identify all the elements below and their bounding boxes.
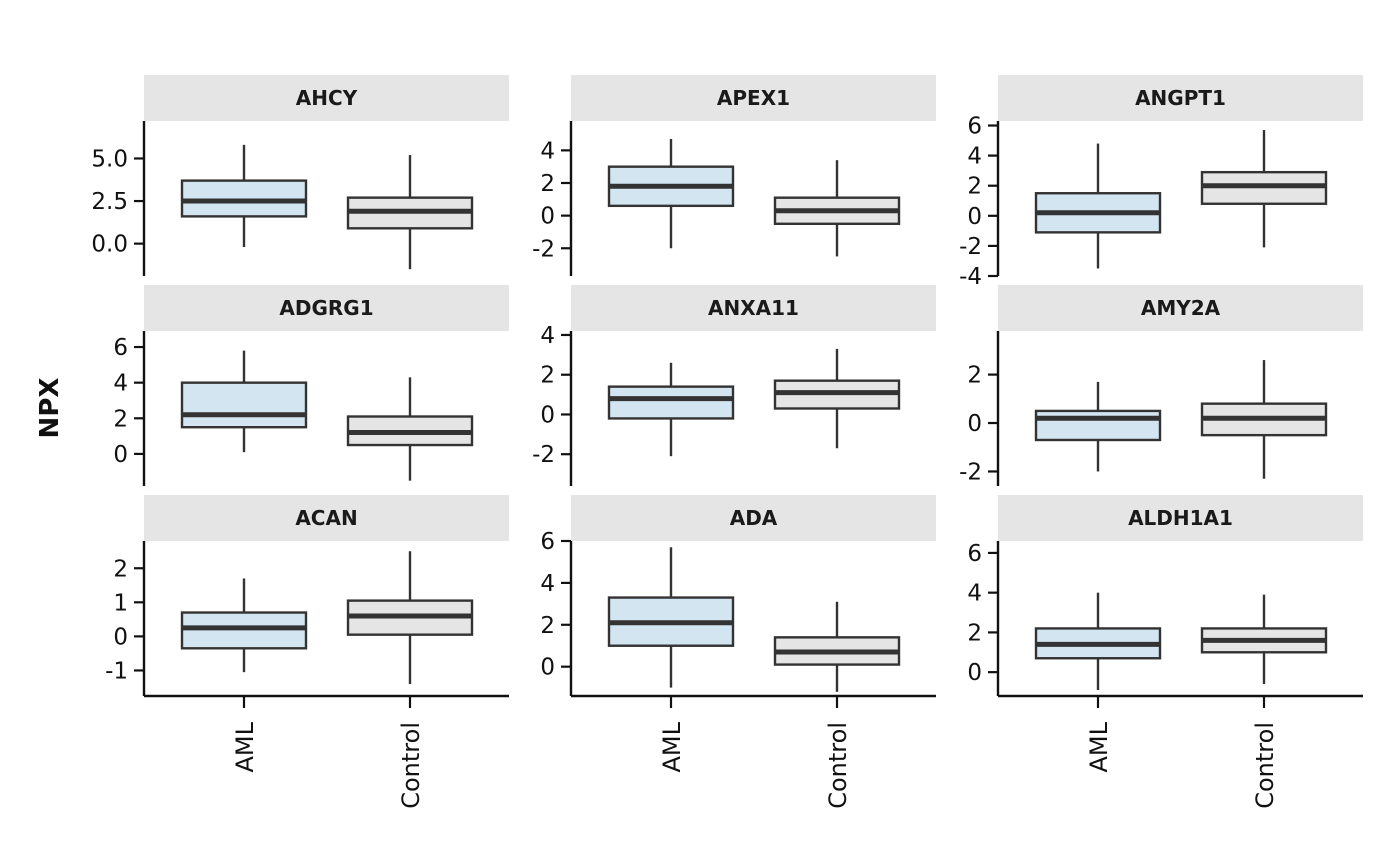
y-tick-label: 2 bbox=[540, 171, 555, 197]
y-tick-label: 6 bbox=[967, 541, 982, 567]
x-tick-label-aml: AML bbox=[658, 721, 686, 772]
y-tick-label: 6 bbox=[967, 114, 982, 140]
y-tick-label: 2 bbox=[540, 363, 555, 389]
strip-label: ADGRG1 bbox=[279, 296, 373, 320]
box-aml bbox=[1034, 409, 1162, 442]
y-tick-label: 2 bbox=[113, 556, 128, 582]
y-tick-label: 5.0 bbox=[91, 146, 128, 172]
y-tick-label: 0.0 bbox=[91, 232, 128, 258]
panel-acan: ACAN -1 0 1 2 AML Control bbox=[105, 495, 509, 809]
y-tick-label: 0 bbox=[967, 411, 982, 437]
facet-panels: AHCY0.02.55.0APEX1-2024ANGPT1-4-20246ADG… bbox=[91, 75, 1363, 809]
y-tick-label: -1 bbox=[105, 658, 128, 684]
strip-background bbox=[571, 75, 936, 121]
strip-label: ADA bbox=[730, 506, 778, 530]
y-tick-label: 4 bbox=[540, 571, 555, 597]
y-tick-label: 4 bbox=[967, 581, 982, 607]
y-tick-label: 0 bbox=[113, 442, 128, 468]
y-tick-label: 6 bbox=[113, 335, 128, 361]
panel-aldh1a1: ALDH1A1 0 2 4 6 AML Control bbox=[967, 495, 1363, 809]
y-tick-label: 2 bbox=[540, 613, 555, 639]
y-tick-label: -4 bbox=[959, 264, 982, 290]
strip-label: ACAN bbox=[295, 506, 357, 530]
y-tick-label: 4 bbox=[540, 138, 555, 164]
y-tick-label: -2 bbox=[532, 236, 555, 262]
strip-background bbox=[998, 285, 1363, 331]
strip-background bbox=[998, 495, 1363, 541]
y-tick-label: 0 bbox=[540, 655, 555, 681]
y-tick-label: 0 bbox=[967, 204, 982, 230]
y-tick-label: 2.5 bbox=[91, 189, 128, 215]
x-tick-label-control: Control bbox=[397, 722, 425, 809]
x-tick-label-aml: AML bbox=[1085, 721, 1113, 772]
box-aml bbox=[607, 385, 735, 420]
strip-label: APEX1 bbox=[717, 86, 790, 110]
x-tick-label-aml: AML bbox=[231, 721, 259, 772]
panel-anxa11: ANXA11 -2 0 2 4 bbox=[532, 285, 936, 486]
y-axis-title: NPX bbox=[35, 378, 65, 439]
y-tick-label: 0 bbox=[113, 624, 128, 650]
y-tick-label: 2 bbox=[967, 174, 982, 200]
y-tick-label: -2 bbox=[959, 234, 982, 260]
box-aml bbox=[180, 611, 308, 650]
y-tick-label: 4 bbox=[967, 144, 982, 170]
y-tick-label: 2 bbox=[113, 406, 128, 432]
strip-background bbox=[144, 495, 509, 541]
y-tick-label: 0 bbox=[540, 204, 555, 230]
y-tick-label: 4 bbox=[113, 371, 128, 397]
panel-amy2a: AMY2A -2 0 2 bbox=[959, 285, 1363, 486]
strip-label: AMY2A bbox=[1141, 296, 1221, 320]
box-aml bbox=[180, 381, 308, 429]
strip-label: ANGPT1 bbox=[1135, 86, 1226, 110]
strip-background bbox=[998, 75, 1363, 121]
panel-apex1: APEX1 -2 0 2 4 bbox=[532, 75, 936, 276]
strip-background bbox=[571, 495, 936, 541]
strip-background bbox=[144, 285, 509, 331]
box-aml bbox=[180, 179, 308, 218]
strip-label: ANXA11 bbox=[708, 296, 799, 320]
panel-adgrg1: ADGRG1 0 2 4 6 bbox=[113, 285, 509, 486]
y-tick-label: 4 bbox=[540, 323, 555, 349]
y-tick-label: 0 bbox=[540, 402, 555, 428]
y-tick-label: 6 bbox=[540, 529, 555, 555]
strip-label: AHCY bbox=[296, 86, 358, 110]
strip-label: ALDH1A1 bbox=[1128, 506, 1233, 530]
x-tick-label-control: Control bbox=[1251, 722, 1279, 809]
y-tick-label: 2 bbox=[967, 363, 982, 389]
panel-ahcy: AHCY 0.0 2.5 5.0 bbox=[91, 75, 509, 276]
panel-angpt1: ANGPT1 -4 -2 0 2 4 6 bbox=[959, 75, 1363, 290]
y-tick-label: -2 bbox=[532, 442, 555, 468]
panel-ada: ADA 0 2 4 6 AML Control bbox=[540, 495, 936, 809]
y-tick-label: 1 bbox=[113, 590, 128, 616]
strip-background bbox=[571, 285, 936, 331]
y-tick-label: 0 bbox=[967, 660, 982, 686]
strip-background bbox=[144, 75, 509, 121]
y-tick-label: 2 bbox=[967, 620, 982, 646]
y-tick-label: -2 bbox=[959, 459, 982, 485]
x-tick-label-control: Control bbox=[824, 722, 852, 809]
